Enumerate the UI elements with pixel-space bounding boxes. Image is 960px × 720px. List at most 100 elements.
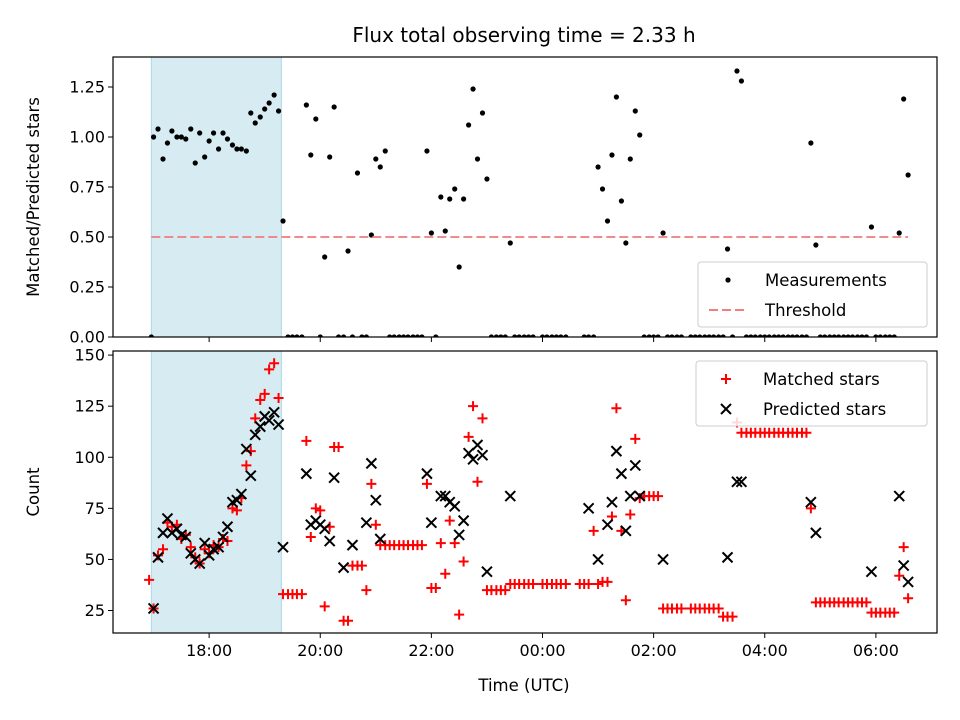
bottom-panel-predicted-stars-point — [601, 518, 614, 531]
bottom-panel-y-tick-label: 25 — [85, 601, 105, 620]
top-panel-measurements-point — [780, 334, 786, 337]
bottom-panel-predicted-stars-point — [185, 547, 197, 560]
top-panel-measurements-point — [604, 218, 611, 224]
top-panel-measurements-point — [836, 334, 842, 337]
top-panel-measurements-point — [674, 334, 680, 337]
top-panel-measurements-point — [275, 108, 282, 114]
bottom-panel-matched-stars-point — [370, 519, 381, 530]
bottom-panel-matched-stars-point — [185, 542, 196, 553]
bottom-panel-plot-area — [144, 351, 914, 633]
bottom-panel-matched-stars-point — [444, 515, 455, 526]
top-panel-measurements-point — [461, 196, 467, 202]
bottom-panel-matched-stars-point — [861, 597, 872, 608]
top-panel-frame — [112, 56, 938, 338]
bottom-panel-legend: Matched stars Predicted stars — [695, 360, 928, 427]
bottom-panel-predicted-stars-point — [731, 476, 743, 488]
bottom-panel-legend-box — [695, 360, 928, 427]
bottom-panel-predicted-stars-point — [235, 488, 248, 500]
bottom-panel-predicted-stars-point — [245, 469, 257, 482]
top-panel-measurements-point — [752, 334, 758, 337]
top-panel-measurements-point — [484, 176, 490, 182]
bottom-panel-predicted-stars-point — [624, 490, 636, 502]
bottom-panel-matched-stars-point — [264, 364, 275, 375]
bottom-panel-predicted-stars-point — [161, 512, 174, 525]
top-panel-measurements-point — [507, 240, 513, 246]
bottom-panel-predicted-stars-point — [263, 414, 275, 427]
top-panel-measurements-point — [887, 334, 893, 337]
bottom-panel-matched-stars-point — [588, 525, 599, 536]
top-panel-measurements-point — [724, 246, 731, 252]
bottom-panel-predicted-stars-point — [592, 553, 604, 566]
bottom-panel-predicted-stars-point — [198, 537, 211, 549]
bottom-panel-predicted-stars-point — [268, 406, 280, 419]
top-panel-measurements-point — [859, 334, 865, 337]
bottom-panel-predicted-stars-point — [203, 549, 215, 562]
bottom-panel-matched-stars-point — [430, 583, 441, 594]
top-panel-measurements-point — [599, 186, 606, 192]
bottom-panel-predicted-stars-point — [240, 443, 253, 455]
bottom-panel-predicted-stars-point — [504, 490, 516, 502]
top-panel-measurements-point — [688, 334, 694, 337]
top-panel-legend-label: Threshold — [764, 301, 846, 320]
top-panel-measurements-point — [845, 334, 851, 337]
bottom-panel-matched-stars-point — [894, 570, 905, 581]
bottom-panel-legend-label: Matched stars — [763, 370, 880, 389]
bottom-panel-predicted-stars-point — [476, 449, 489, 461]
bottom-panel-predicted-stars-point — [254, 420, 266, 433]
bottom-panel-predicted-stars-point — [370, 494, 382, 506]
bottom-panel-predicted-stars-point — [439, 490, 451, 502]
top-panel-measurements-point — [349, 334, 356, 337]
bottom-panel-matched-stars-point — [477, 413, 488, 424]
top-panel-measurements-point — [720, 334, 726, 337]
top-panel-measurements-point — [762, 334, 768, 337]
bottom-panel-matched-stars-point — [296, 589, 307, 600]
bottom-panel-predicted-stars-point — [346, 539, 359, 551]
bottom-panel-predicted-stars-point — [902, 576, 914, 588]
bottom-panel-matched-stars-point — [343, 615, 354, 626]
bottom-panel-matched-stars-point — [301, 435, 312, 446]
top-panel-measurements-point — [466, 122, 472, 128]
top-panel-measurements-point — [595, 164, 601, 170]
top-panel-measurements-point — [808, 140, 814, 146]
top-panel-measurements-point — [224, 136, 231, 142]
top-panel-measurements-point — [766, 334, 772, 337]
bottom-panel-predicted-stars-point — [249, 429, 261, 441]
top-panel-measurements-point — [563, 334, 569, 337]
top-panel-measurements-point — [738, 78, 745, 84]
top-panel-measurements-point — [549, 334, 555, 337]
bottom-panel-predicted-stars-point — [805, 496, 817, 508]
top-panel-measurements-point — [882, 334, 888, 337]
bottom-panel-matched-stars-point — [620, 595, 631, 606]
bottom-panel-predicted-stars-point — [171, 523, 183, 535]
bottom-panel-predicted-stars-point — [610, 445, 623, 457]
top-panel-measurements-point — [711, 334, 717, 337]
bottom-panel-predicted-stars-point — [735, 476, 748, 488]
top-panel-measurements-point — [591, 334, 597, 337]
bottom-panel-legend-swatch — [721, 374, 731, 384]
bottom-panel-matched-stars-point — [528, 578, 539, 589]
bottom-panel-predicted-stars-point — [147, 602, 160, 615]
top-panel-measurements-point — [322, 254, 328, 260]
x-tick-label: 22:00 — [408, 641, 454, 660]
top-panel-measurements-point — [822, 334, 828, 337]
top-panel-measurements-point — [641, 334, 647, 337]
bottom-panel-predicted-stars-point — [337, 561, 350, 574]
bottom-panel-matched-stars-point — [241, 460, 252, 471]
top-panel-measurements-point — [558, 334, 564, 337]
top-panel-measurements-point — [252, 120, 258, 126]
top-panel-measurements-point — [743, 334, 750, 337]
top-panel-measurements-point — [183, 136, 189, 142]
top-panel-measurements-point — [734, 68, 740, 74]
bottom-panel-predicted-stars-point — [471, 439, 484, 451]
bottom-panel-y-tick-label: 75 — [85, 499, 105, 518]
top-panel-measurements-point — [234, 146, 240, 152]
top-panel-measurements-point — [197, 130, 203, 136]
bottom-panel-predicted-stars-point — [421, 467, 433, 480]
bottom-panel-matched-stars-point — [305, 531, 316, 542]
bottom-panel-matched-stars-point — [366, 478, 377, 489]
top-panel-measurements-point — [646, 334, 652, 337]
x-tick-label: 18:00 — [186, 641, 232, 660]
top-panel-measurements-point — [655, 334, 661, 337]
top-panel-measurements-point — [285, 334, 291, 337]
